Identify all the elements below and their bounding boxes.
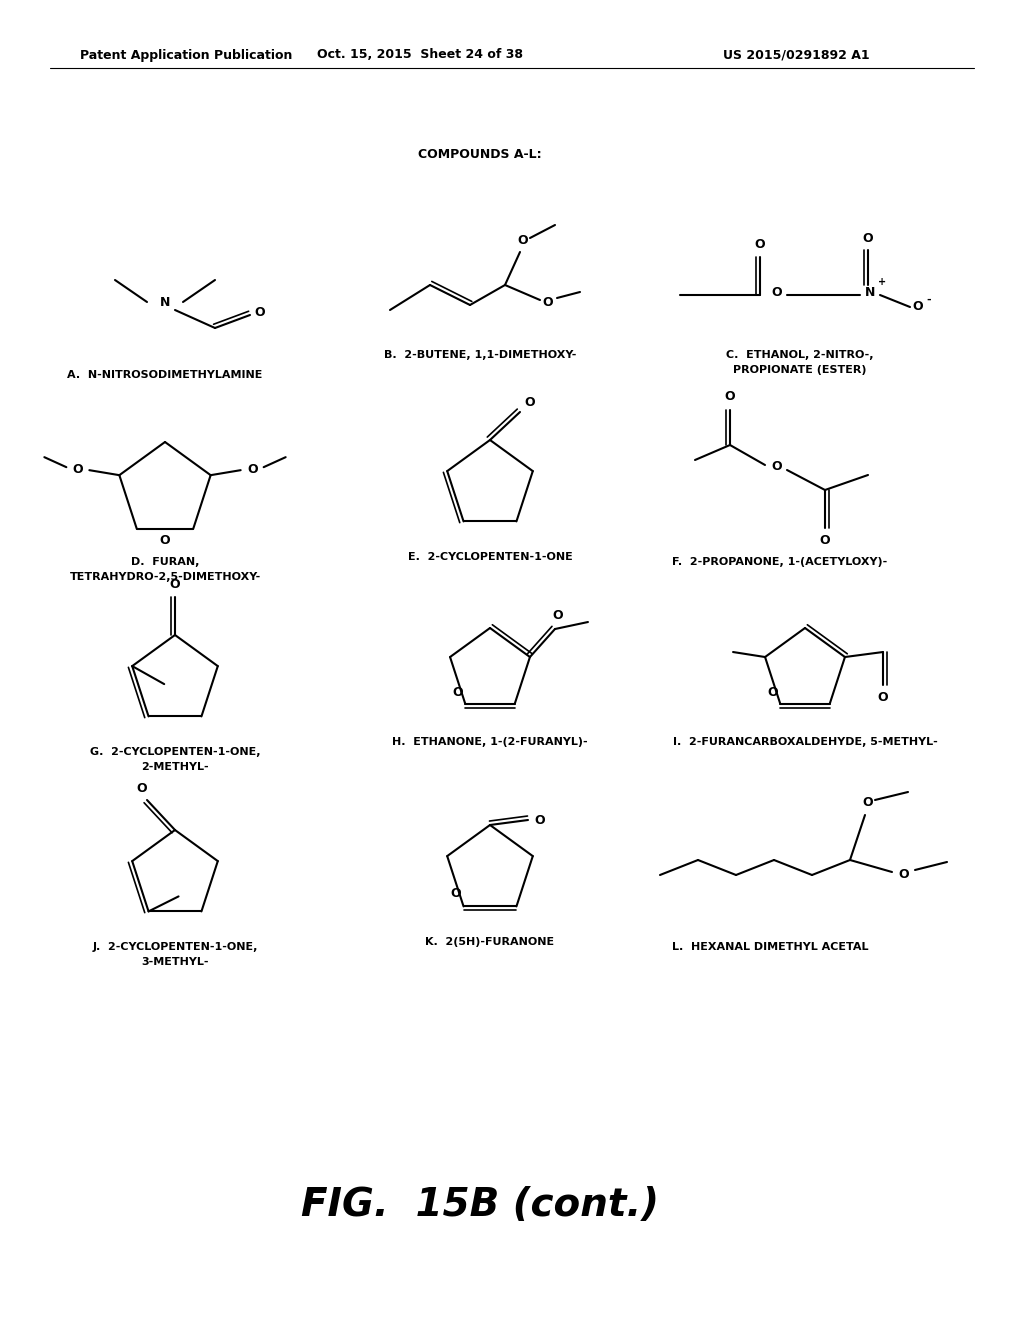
- Text: E.  2-CYCLOPENTEN-1-ONE: E. 2-CYCLOPENTEN-1-ONE: [408, 552, 572, 562]
- Text: O: O: [136, 781, 147, 795]
- Text: 2-METHYL-: 2-METHYL-: [141, 762, 209, 772]
- Text: L.  HEXANAL DIMETHYL ACETAL: L. HEXANAL DIMETHYL ACETAL: [672, 942, 868, 952]
- Text: O: O: [453, 686, 463, 700]
- Text: O: O: [160, 535, 170, 548]
- Text: H.  ETHANONE, 1-(2-FURANYL)-: H. ETHANONE, 1-(2-FURANYL)-: [392, 737, 588, 747]
- Text: O: O: [72, 463, 83, 475]
- Text: K.  2(5H)-FURANONE: K. 2(5H)-FURANONE: [425, 937, 555, 946]
- Text: O: O: [899, 867, 909, 880]
- Text: O: O: [755, 239, 765, 252]
- Text: G.  2-CYCLOPENTEN-1-ONE,: G. 2-CYCLOPENTEN-1-ONE,: [90, 747, 260, 756]
- Text: F.  2-PROPANONE, 1-(ACETYLOXY)-: F. 2-PROPANONE, 1-(ACETYLOXY)-: [673, 557, 888, 568]
- Text: I.  2-FURANCARBOXALDEHYDE, 5-METHYL-: I. 2-FURANCARBOXALDEHYDE, 5-METHYL-: [673, 737, 937, 747]
- Text: A.  N-NITROSODIMETHYLAMINE: A. N-NITROSODIMETHYLAMINE: [68, 370, 263, 380]
- Text: O: O: [912, 301, 924, 314]
- Text: O: O: [543, 296, 553, 309]
- Text: Patent Application Publication: Patent Application Publication: [80, 49, 293, 62]
- Text: COMPOUNDS A-L:: COMPOUNDS A-L:: [418, 149, 542, 161]
- Text: O: O: [451, 887, 461, 900]
- Text: J.  2-CYCLOPENTEN-1-ONE,: J. 2-CYCLOPENTEN-1-ONE,: [92, 942, 258, 952]
- Text: O: O: [878, 690, 888, 704]
- Text: O: O: [862, 231, 873, 244]
- Text: O: O: [725, 391, 735, 404]
- Text: O: O: [535, 813, 546, 826]
- Text: O: O: [862, 796, 873, 809]
- Text: +: +: [878, 277, 886, 286]
- Text: Oct. 15, 2015  Sheet 24 of 38: Oct. 15, 2015 Sheet 24 of 38: [317, 49, 523, 62]
- Text: C.  ETHANOL, 2-NITRO-,: C. ETHANOL, 2-NITRO-,: [726, 350, 873, 360]
- Text: O: O: [255, 306, 265, 319]
- Text: O: O: [553, 609, 563, 622]
- Text: TETRAHYDRO-2,5-DIMETHOXY-: TETRAHYDRO-2,5-DIMETHOXY-: [70, 572, 261, 582]
- Text: O: O: [518, 234, 528, 247]
- Text: 3-METHYL-: 3-METHYL-: [141, 957, 209, 968]
- Text: B.  2-BUTENE, 1,1-DIMETHOXY-: B. 2-BUTENE, 1,1-DIMETHOXY-: [384, 350, 577, 360]
- Text: O: O: [819, 535, 830, 548]
- Text: O: O: [772, 286, 782, 300]
- Text: N: N: [160, 296, 170, 309]
- Text: D.  FURAN,: D. FURAN,: [131, 557, 200, 568]
- Text: -: -: [927, 294, 931, 305]
- Text: US 2015/0291892 A1: US 2015/0291892 A1: [723, 49, 870, 62]
- Text: PROPIONATE (ESTER): PROPIONATE (ESTER): [733, 366, 866, 375]
- Text: N: N: [865, 285, 876, 298]
- Text: FIG.  15B (cont.): FIG. 15B (cont.): [301, 1185, 659, 1224]
- Text: O: O: [248, 463, 258, 475]
- Text: O: O: [170, 578, 180, 591]
- Text: O: O: [767, 686, 778, 700]
- Text: O: O: [772, 461, 782, 474]
- Text: O: O: [524, 396, 536, 409]
